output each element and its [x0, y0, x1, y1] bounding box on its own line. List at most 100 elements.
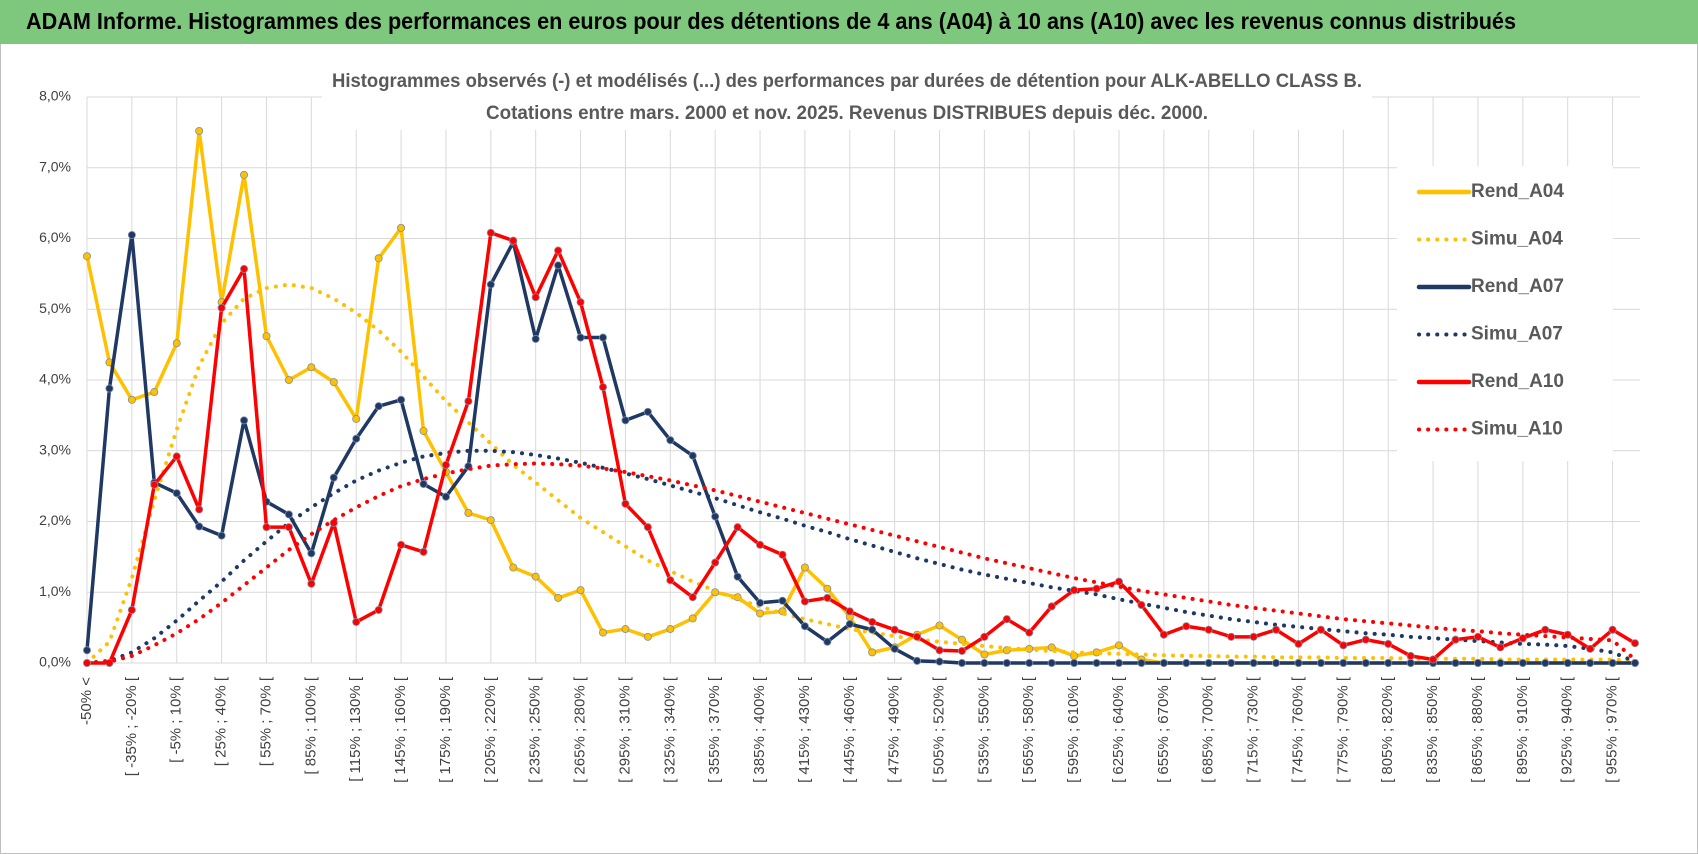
- point: [419, 547, 428, 556]
- model-line: [85, 448, 1637, 665]
- point: [980, 659, 989, 668]
- point: [1451, 659, 1460, 668]
- y-tick-label: 1,0%: [39, 583, 71, 599]
- point: [1137, 659, 1146, 668]
- point: [531, 293, 540, 302]
- point: [1451, 635, 1460, 644]
- point: [1204, 659, 1213, 668]
- point: [486, 228, 495, 237]
- point: [913, 632, 922, 641]
- title-box: [322, 66, 1372, 130]
- point: [195, 505, 204, 514]
- point: [913, 656, 922, 665]
- point: [83, 252, 92, 261]
- point: [531, 572, 540, 581]
- point: [1361, 635, 1370, 644]
- point: [980, 632, 989, 641]
- point: [329, 378, 338, 387]
- x-tick-label: [ 295% ; 310% [: [616, 676, 633, 783]
- point: [464, 397, 473, 406]
- point: [1316, 625, 1325, 634]
- point: [1608, 625, 1617, 634]
- point: [554, 261, 563, 270]
- point: [1429, 655, 1438, 664]
- x-tick-label: [ 865% ; 880% [: [1469, 676, 1486, 783]
- y-tick-label: 5,0%: [39, 300, 71, 316]
- x-tick-label: [ 325% ; 340% [: [661, 676, 678, 783]
- point: [688, 593, 697, 602]
- legend: Rend_A04 Simu_A04 Rend_A07 Simu_A07 Rend_A10…: [1397, 166, 1613, 461]
- point: [621, 499, 630, 508]
- point: [1316, 659, 1325, 668]
- x-tick-label: [ 685% ; 700% [: [1200, 676, 1217, 783]
- x-tick-label: [ 715% ; 730% [: [1245, 676, 1262, 783]
- point: [643, 407, 652, 416]
- point: [599, 333, 608, 342]
- point: [1182, 622, 1191, 631]
- point: [1047, 643, 1056, 652]
- point: [1249, 632, 1258, 641]
- point: [329, 473, 338, 482]
- x-tick-label: [ -35% ; -20% [: [123, 676, 140, 776]
- x-tick-label: [ 385% ; 400% [: [751, 676, 768, 783]
- point: [240, 170, 249, 179]
- y-tick-label: 2,0%: [39, 512, 71, 528]
- header-band: [0, 0, 1698, 44]
- point: [307, 579, 316, 588]
- point: [778, 596, 787, 605]
- point: [1025, 659, 1034, 668]
- point: [554, 593, 563, 602]
- x-tick-label: [ 805% ; 820% [: [1379, 676, 1396, 783]
- point: [576, 333, 585, 342]
- point: [1070, 586, 1079, 595]
- chart-title: Histogrammes observés (-) et modélisés (…: [332, 71, 1362, 92]
- point: [1361, 659, 1370, 668]
- point: [172, 339, 181, 348]
- point: [1047, 659, 1056, 668]
- point: [127, 230, 136, 239]
- point: [621, 416, 630, 425]
- x-tick-label: [ 145% ; 160% [: [392, 676, 409, 783]
- point: [935, 621, 944, 630]
- model-line: [85, 282, 1637, 665]
- point: [756, 598, 765, 607]
- point: [127, 605, 136, 614]
- point: [1294, 659, 1303, 668]
- point: [419, 480, 428, 489]
- point: [1047, 602, 1056, 611]
- point: [1159, 630, 1168, 639]
- x-tick-label: [ 85% ; 100% [: [302, 676, 319, 774]
- point: [868, 625, 877, 634]
- point: [127, 395, 136, 404]
- point: [1092, 584, 1101, 593]
- point: [800, 622, 809, 631]
- point: [1631, 639, 1640, 648]
- point: [195, 126, 204, 135]
- point: [150, 480, 159, 489]
- point: [262, 523, 271, 532]
- point: [1159, 659, 1168, 668]
- point: [1092, 659, 1101, 668]
- point: [397, 395, 406, 404]
- x-tick-label: [ 115% ; 130% [: [347, 676, 364, 782]
- point: [1204, 625, 1213, 634]
- point: [666, 576, 675, 585]
- point: [150, 388, 159, 397]
- point: [1473, 632, 1482, 641]
- header-title: ADAM Informe. Histogrammes des performan…: [26, 8, 1516, 34]
- point: [1115, 641, 1124, 650]
- legend-label: Rend_A07: [1471, 276, 1564, 297]
- point: [1002, 615, 1011, 624]
- point: [1002, 659, 1011, 668]
- point: [419, 426, 428, 435]
- point: [307, 549, 316, 558]
- point: [374, 254, 383, 263]
- point: [576, 586, 585, 595]
- point: [1025, 628, 1034, 637]
- point: [957, 635, 966, 644]
- point: [778, 550, 787, 559]
- point: [733, 572, 742, 581]
- point: [688, 451, 697, 460]
- point: [845, 620, 854, 629]
